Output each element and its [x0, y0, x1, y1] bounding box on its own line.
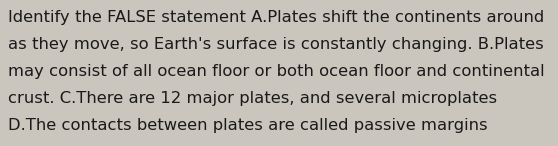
Text: D.The contacts between plates are called passive margins: D.The contacts between plates are called…: [8, 118, 488, 133]
Text: may consist of all ocean floor or both ocean floor and continental: may consist of all ocean floor or both o…: [8, 64, 545, 79]
Text: Identify the FALSE statement A.Plates shift the continents around: Identify the FALSE statement A.Plates sh…: [8, 10, 545, 25]
Text: crust. C.There are 12 major plates, and several microplates: crust. C.There are 12 major plates, and …: [8, 91, 498, 106]
Text: as they move, so Earth's surface is constantly changing. B.Plates: as they move, so Earth's surface is cons…: [8, 37, 544, 52]
